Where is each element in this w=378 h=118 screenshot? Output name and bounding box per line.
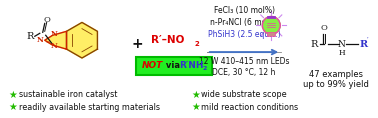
- Text: +: +: [132, 37, 143, 51]
- Text: up to 99% yield: up to 99% yield: [303, 80, 369, 89]
- Text: H: H: [338, 49, 345, 57]
- Text: R′–NO: R′–NO: [151, 35, 185, 45]
- Text: sustainable iron catalyst: sustainable iron catalyst: [19, 90, 117, 99]
- Text: 2: 2: [203, 66, 207, 71]
- Text: PhSiH3 (2.5 equiv.): PhSiH3 (2.5 equiv.): [208, 30, 280, 39]
- Text: O: O: [43, 16, 50, 24]
- Text: N: N: [338, 40, 345, 49]
- Circle shape: [262, 17, 280, 34]
- Text: 47 examples: 47 examples: [309, 70, 363, 79]
- Text: FeCl₃ (10 mol%): FeCl₃ (10 mol%): [214, 6, 274, 15]
- Text: =: =: [45, 40, 50, 45]
- Text: mild reaction conditions: mild reaction conditions: [201, 103, 298, 112]
- Text: ★: ★: [9, 90, 17, 100]
- Text: R: R: [359, 40, 368, 49]
- Text: NOT: NOT: [141, 61, 163, 70]
- FancyBboxPatch shape: [267, 32, 275, 36]
- Text: ′: ′: [366, 36, 368, 42]
- Text: O: O: [321, 24, 327, 32]
- Text: ★: ★: [191, 90, 200, 100]
- Text: DCE, 30 °C, 12 h: DCE, 30 °C, 12 h: [212, 68, 276, 77]
- Text: N: N: [51, 30, 58, 38]
- Text: ★: ★: [9, 102, 17, 112]
- Text: readily available starting materials: readily available starting materials: [19, 103, 160, 112]
- Text: N: N: [51, 42, 58, 50]
- Polygon shape: [67, 22, 98, 58]
- Polygon shape: [45, 31, 67, 49]
- Text: ★: ★: [191, 102, 200, 112]
- Text: R: R: [310, 40, 318, 49]
- Text: 2: 2: [195, 41, 200, 47]
- Text: via: via: [163, 61, 183, 70]
- Text: 12 W 410–415 nm LEDs: 12 W 410–415 nm LEDs: [199, 57, 289, 66]
- Text: n-Pr₄NCl (6 mol%): n-Pr₄NCl (6 mol%): [210, 18, 278, 27]
- Text: R: R: [26, 32, 34, 41]
- Text: N: N: [37, 36, 44, 44]
- Text: wide substrate scope: wide substrate scope: [201, 90, 287, 99]
- FancyBboxPatch shape: [136, 57, 212, 75]
- Text: R′NH: R′NH: [179, 61, 204, 70]
